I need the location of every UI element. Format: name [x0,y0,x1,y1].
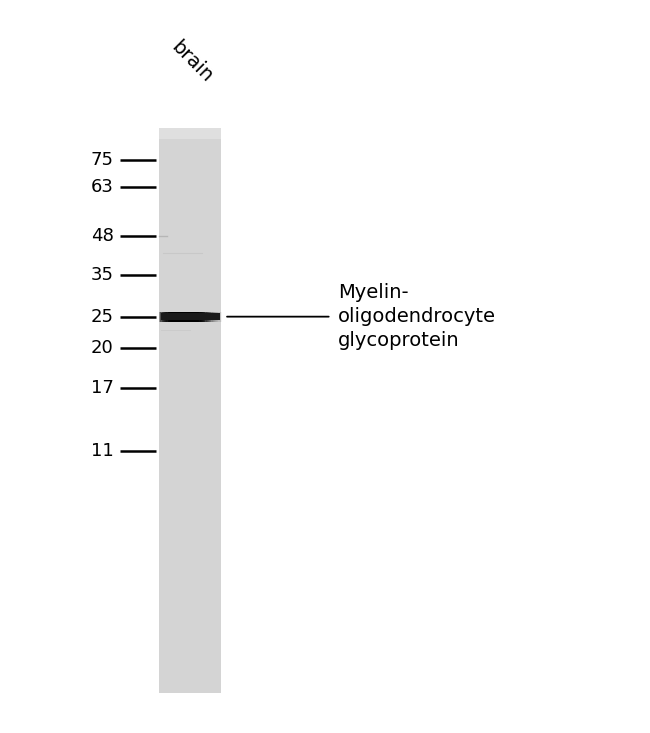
Bar [159,128,221,693]
Text: 35: 35 [91,266,114,284]
Text: 11: 11 [91,442,114,460]
Text: 63: 63 [91,178,114,196]
Text: 20: 20 [91,339,114,357]
Text: brain: brain [167,38,216,86]
Text: 25: 25 [91,308,114,325]
Text: 75: 75 [91,151,114,169]
Text: 17: 17 [91,380,114,397]
Text: 48: 48 [91,227,114,245]
Text: Myelin-
oligodendrocyte
glycoprotein: Myelin- oligodendrocyte glycoprotein [338,283,496,350]
Bar [159,128,221,139]
Bar [161,313,220,320]
